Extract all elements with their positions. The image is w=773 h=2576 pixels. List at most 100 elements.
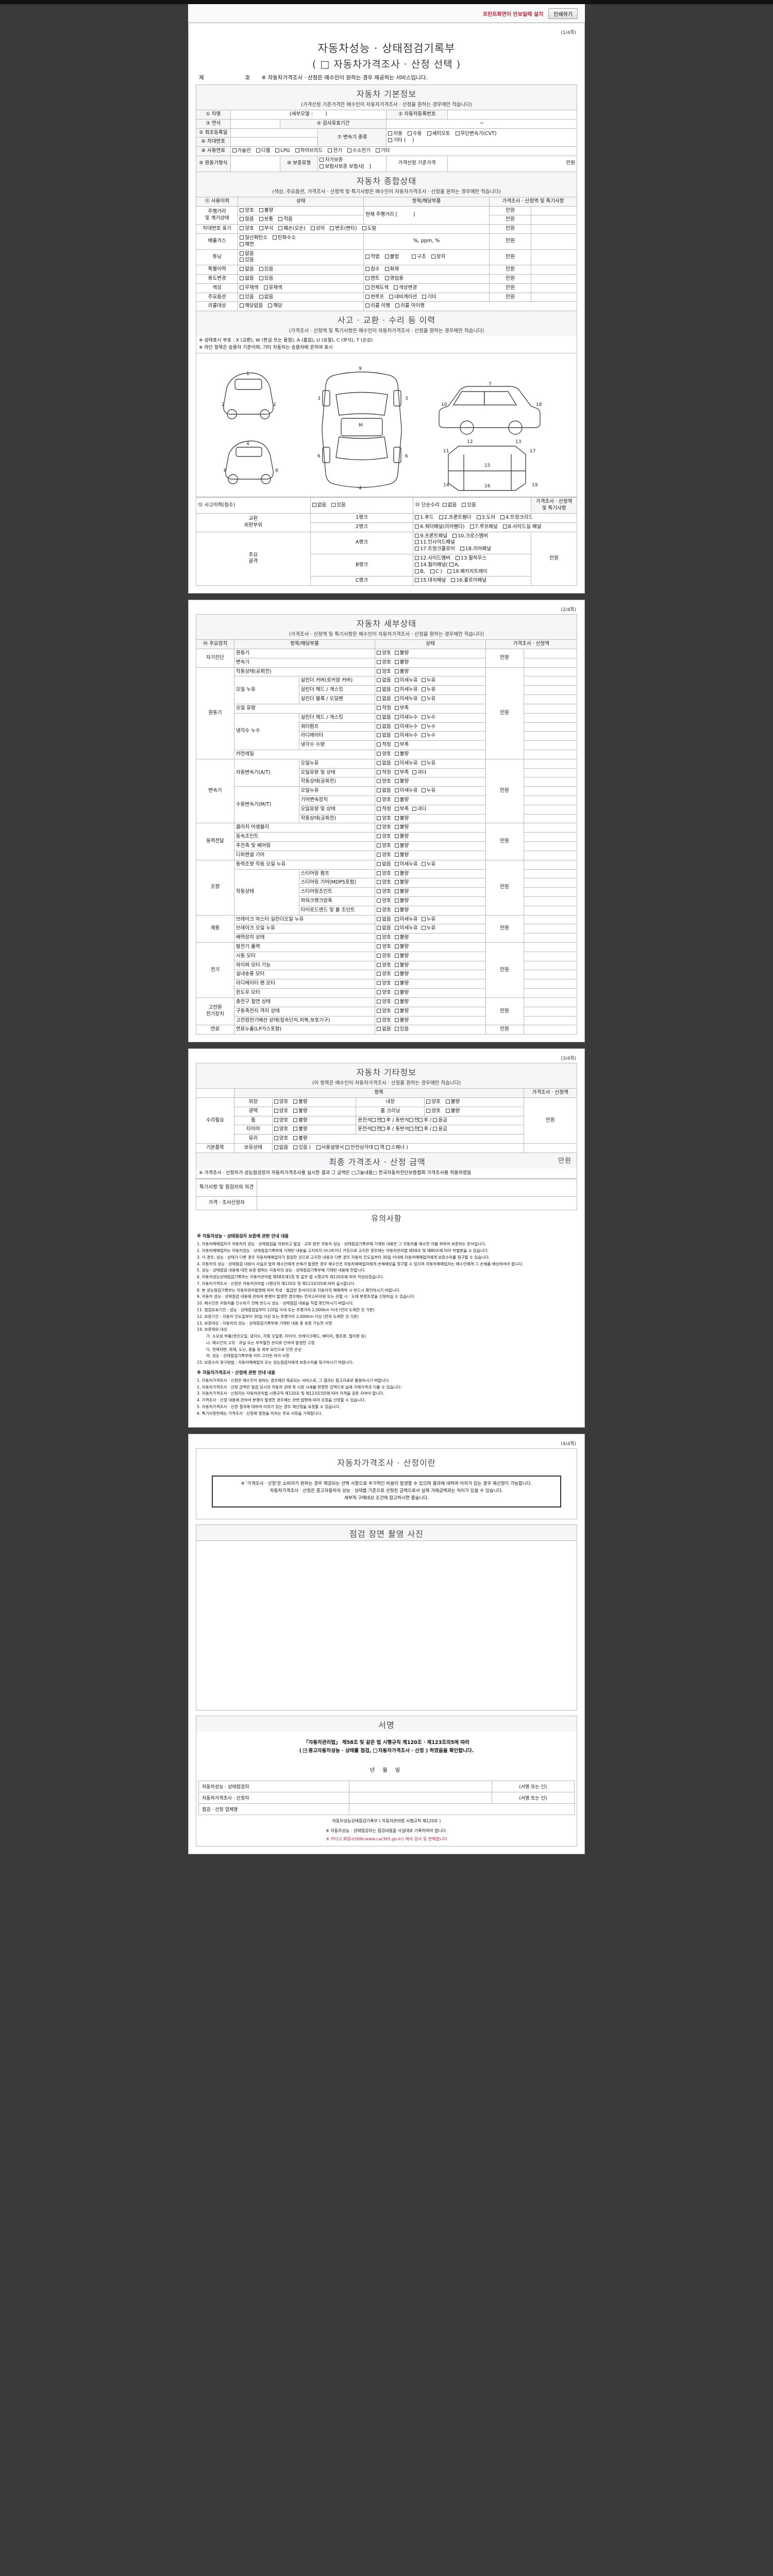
opt-fuel-electric[interactable]: 전기 bbox=[328, 148, 342, 155]
checkbox-icon[interactable] bbox=[430, 569, 434, 573]
checkbox-icon[interactable] bbox=[377, 1018, 381, 1022]
opt-불량[interactable]: 불량 bbox=[394, 669, 409, 675]
checkbox-icon[interactable] bbox=[409, 1117, 413, 1122]
opt-rank2-sidesill[interactable]: 8.사이드실 패널 bbox=[502, 524, 541, 531]
opt-불량[interactable]: 불량 bbox=[394, 962, 409, 969]
checkbox-icon[interactable] bbox=[377, 834, 381, 839]
checkbox-icon[interactable] bbox=[274, 1099, 278, 1104]
opt-없음[interactable]: 없음 bbox=[377, 861, 391, 868]
opt-누유[interactable]: 누유 bbox=[421, 861, 435, 868]
opt-불량[interactable]: 불량 bbox=[394, 852, 409, 859]
checkbox-icon[interactable] bbox=[375, 148, 380, 153]
opt-tuning-illegal[interactable]: 불법 bbox=[384, 254, 399, 261]
checkbox-icon[interactable] bbox=[377, 953, 381, 958]
opt-있음[interactable]: 있음 bbox=[394, 1026, 409, 1033]
opt-accident-none[interactable]: 없음 bbox=[312, 502, 326, 509]
sig-row-2-value[interactable] bbox=[348, 1803, 575, 1816]
checkbox-icon[interactable] bbox=[394, 724, 399, 728]
checkbox-icon[interactable] bbox=[394, 926, 399, 930]
detail-note-cell[interactable] bbox=[523, 924, 577, 934]
checkbox-icon[interactable] bbox=[377, 779, 381, 784]
checkbox-icon[interactable] bbox=[412, 770, 417, 774]
opt-special-fire[interactable]: 화재 bbox=[384, 266, 399, 273]
opt-color-full-paint[interactable]: 전체도색 bbox=[365, 285, 389, 292]
opt-options-other[interactable]: 기타 bbox=[422, 294, 436, 301]
opt-없음[interactable]: 없음 bbox=[377, 760, 391, 767]
checkbox-icon[interactable] bbox=[394, 917, 399, 921]
checkbox-icon[interactable] bbox=[274, 1127, 278, 1131]
opt-적정[interactable]: 적정 bbox=[377, 742, 391, 749]
checkbox-icon[interactable] bbox=[412, 806, 417, 811]
checkbox-icon[interactable] bbox=[394, 669, 399, 673]
opt-rankB-wheelhouse[interactable]: 13.휠하우스 bbox=[456, 555, 486, 562]
checkbox-icon[interactable] bbox=[312, 502, 316, 507]
opt-mileage-bad[interactable]: 불량 bbox=[259, 208, 273, 214]
checkbox-icon[interactable] bbox=[394, 972, 399, 976]
opt-적정[interactable]: 적정 bbox=[377, 770, 391, 776]
checkbox-icon[interactable] bbox=[232, 148, 237, 153]
checkbox-icon[interactable] bbox=[449, 562, 453, 567]
checkbox-icon[interactable] bbox=[377, 806, 381, 811]
checkbox-icon[interactable] bbox=[273, 235, 277, 240]
opt-미세누유[interactable]: 미세누유 bbox=[394, 925, 418, 932]
opt-color-changed[interactable]: 색상변경 bbox=[394, 285, 417, 292]
opt-glass-bad[interactable]: 불량 bbox=[293, 1136, 308, 1142]
checkbox-icon[interactable] bbox=[469, 524, 474, 529]
opt-special-yes[interactable]: 있음 bbox=[259, 266, 273, 273]
opt-transmission-semiauto[interactable]: 세미오토 bbox=[427, 131, 450, 138]
opt-양호[interactable]: 양호 bbox=[377, 889, 391, 895]
opt-미세누유[interactable]: 미세누유 bbox=[394, 696, 418, 703]
opt-누유[interactable]: 누유 bbox=[421, 760, 435, 767]
checkbox-icon[interactable] bbox=[240, 217, 244, 222]
row-options-note[interactable] bbox=[531, 292, 577, 302]
opt-transmission-manual[interactable]: 수동 bbox=[407, 131, 422, 138]
checkbox-icon[interactable] bbox=[394, 659, 399, 664]
detail-note-cell[interactable] bbox=[523, 786, 577, 796]
etc-repair-price[interactable]: 만원 bbox=[523, 1097, 577, 1144]
opt-양호[interactable]: 양호 bbox=[377, 898, 391, 905]
opt-interior-bad[interactable]: 불량 bbox=[445, 1099, 460, 1106]
opt-불량[interactable]: 불량 bbox=[394, 1008, 409, 1015]
checkbox-icon[interactable] bbox=[240, 294, 244, 299]
opt-vin-different[interactable]: 상이 bbox=[310, 226, 325, 232]
checkbox-icon[interactable] bbox=[394, 935, 399, 940]
checkbox-icon[interactable] bbox=[377, 861, 381, 866]
detail-note-cell[interactable] bbox=[523, 960, 577, 971]
opt-rankC-dashpanel[interactable]: 15.대쉬패널 bbox=[415, 578, 446, 584]
checkbox-icon[interactable] bbox=[278, 226, 283, 231]
checkbox-icon[interactable] bbox=[394, 687, 399, 692]
checkbox-icon[interactable] bbox=[394, 742, 399, 747]
checkbox-icon[interactable] bbox=[377, 880, 381, 885]
checkbox-icon[interactable] bbox=[394, 999, 399, 1004]
opt-roomclean-good[interactable]: 양호 bbox=[426, 1108, 441, 1115]
checkbox-icon[interactable] bbox=[394, 285, 398, 290]
opt-불량[interactable]: 불량 bbox=[394, 907, 409, 914]
checkbox-icon[interactable] bbox=[320, 158, 324, 162]
opt-미세누유[interactable]: 미세누유 bbox=[394, 760, 418, 767]
detail-note-cell[interactable] bbox=[523, 667, 577, 677]
checkbox-icon[interactable] bbox=[502, 524, 507, 529]
row-mileage-note[interactable] bbox=[531, 206, 577, 216]
opt-rank1-trunklid[interactable]: 4.트렁크리드 bbox=[500, 515, 533, 521]
opt-적정[interactable]: 적정 bbox=[377, 705, 391, 712]
checkbox-icon[interactable] bbox=[421, 687, 426, 692]
checkbox-icon[interactable] bbox=[394, 944, 399, 948]
assessor-value[interactable] bbox=[257, 1196, 577, 1211]
checkbox-icon[interactable] bbox=[293, 1127, 298, 1131]
detail-note-cell[interactable] bbox=[523, 758, 577, 769]
opt-없음[interactable]: 없음 bbox=[377, 917, 391, 923]
opt-roomclean-bad[interactable]: 불량 bbox=[445, 1108, 460, 1115]
checkbox-icon[interactable] bbox=[377, 742, 381, 747]
opt-불량[interactable]: 불량 bbox=[394, 659, 409, 666]
checkbox-icon[interactable] bbox=[394, 889, 399, 894]
opt-vin-erased[interactable]: 도말 bbox=[362, 226, 376, 232]
opt-recall-na[interactable]: 해당없음 bbox=[240, 303, 263, 310]
opt-repair-none[interactable]: 없음 bbox=[442, 502, 457, 509]
opt-recall-notdone[interactable]: 리콜 미이행 bbox=[395, 303, 425, 310]
checkbox-icon[interactable] bbox=[316, 1145, 321, 1149]
opt-불량[interactable]: 불량 bbox=[394, 889, 409, 895]
detail-note-cell[interactable] bbox=[523, 878, 577, 888]
opt-warranty-insurance[interactable]: 보험사보증 보험사[ ] bbox=[320, 164, 371, 171]
opt-transmission-auto[interactable]: 자동 bbox=[388, 131, 402, 138]
checkbox-icon[interactable] bbox=[377, 715, 381, 719]
